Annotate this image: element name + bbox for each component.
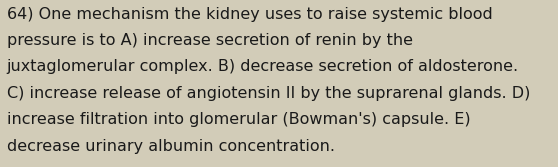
Text: C) increase release of angiotensin II by the suprarenal glands. D): C) increase release of angiotensin II by…	[7, 86, 530, 101]
Text: 64) One mechanism the kidney uses to raise systemic blood: 64) One mechanism the kidney uses to rai…	[7, 7, 493, 22]
Text: juxtaglomerular complex. B) decrease secretion of aldosterone.: juxtaglomerular complex. B) decrease sec…	[7, 59, 519, 74]
Text: decrease urinary albumin concentration.: decrease urinary albumin concentration.	[7, 139, 335, 154]
Text: pressure is to A) increase secretion of renin by the: pressure is to A) increase secretion of …	[7, 33, 413, 48]
Text: increase filtration into glomerular (Bowman's) capsule. E): increase filtration into glomerular (Bow…	[7, 112, 470, 127]
